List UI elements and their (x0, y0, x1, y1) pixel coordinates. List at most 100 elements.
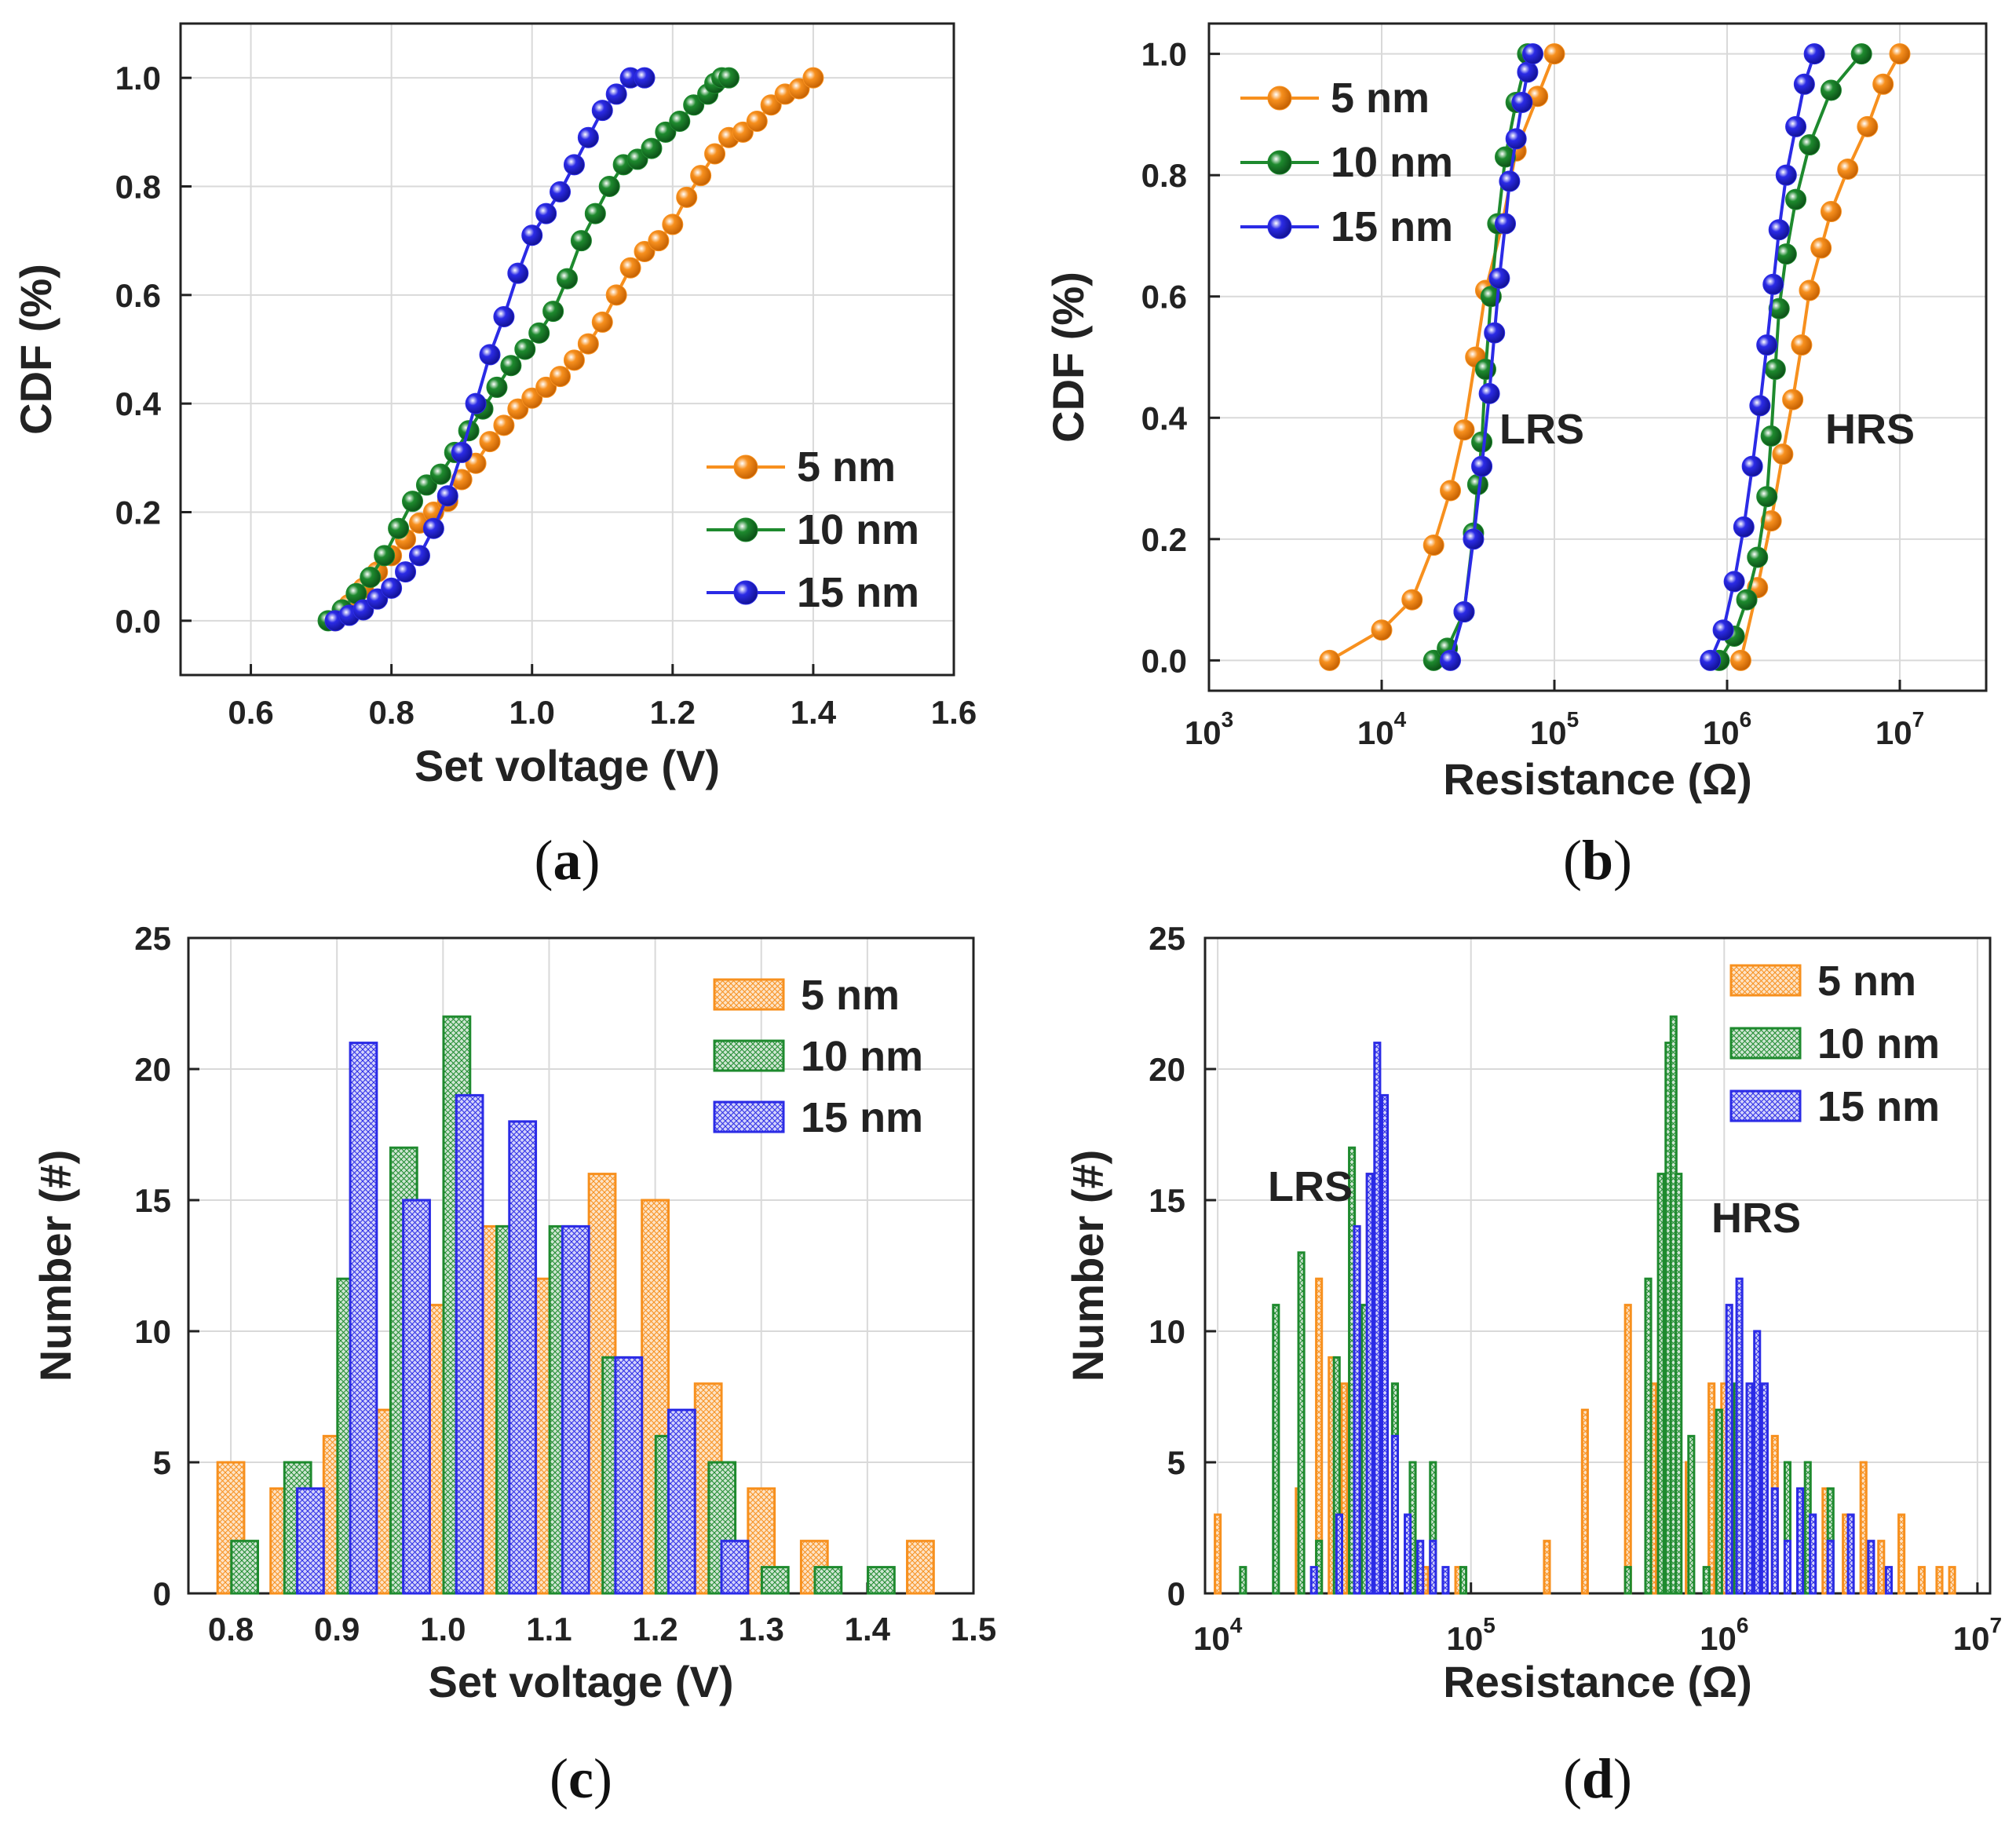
series-s5 (324, 67, 824, 632)
panel-label-open: ( (535, 829, 553, 892)
bar (1935, 1566, 1944, 1595)
annotation-hrs: HRS (1711, 1195, 1801, 1242)
data-point (1495, 146, 1517, 168)
data-point (619, 257, 641, 279)
y-tick-label: 0.4 (1141, 400, 1188, 436)
data-point (1747, 546, 1769, 568)
legend-marker (1267, 150, 1292, 175)
x-tick-label: 107 (1953, 1613, 2002, 1657)
data-point (500, 355, 522, 377)
bar (1809, 1513, 1817, 1595)
bar (1459, 1566, 1468, 1595)
panel-label-close: ) (1613, 829, 1632, 892)
x-axis-title: Resistance (Ω) (1443, 1657, 1751, 1706)
x-tick-label: 1.4 (791, 694, 837, 731)
series-s5 (1319, 43, 1911, 671)
data-point (388, 517, 410, 539)
bar (296, 1487, 325, 1595)
x-tick-exponent: 6 (1737, 1613, 1749, 1637)
y-tick-label: 5 (153, 1444, 171, 1481)
plot-frame (179, 22, 955, 677)
x-tick-exponent: 5 (1567, 707, 1580, 732)
data-point (1820, 201, 1842, 223)
data-point (1768, 297, 1790, 319)
bar (1783, 1539, 1791, 1595)
data-point (415, 474, 437, 496)
x-tick-base: 0.8 (208, 1611, 254, 1648)
bar (1309, 1566, 1318, 1595)
data-point (535, 376, 557, 398)
panel-label-close: ) (593, 1747, 612, 1810)
y-tick-label: 0 (153, 1575, 171, 1612)
annotation-lrs: LRS (1499, 406, 1584, 453)
x-tick-base: 10 (1357, 714, 1394, 751)
x-tick-label: 1.2 (650, 694, 696, 731)
y-tick-label: 0.6 (115, 277, 161, 314)
bar (1675, 1173, 1683, 1595)
x-tick-label: 104 (1193, 1613, 1243, 1657)
series-s10 (1423, 43, 1872, 671)
data-point (1799, 279, 1821, 301)
bar (1543, 1539, 1551, 1595)
x-tick-base: 1.4 (845, 1611, 891, 1648)
data-point (1471, 455, 1493, 477)
data-point (1764, 358, 1786, 380)
annotation-hrs: HRS (1825, 406, 1915, 453)
x-tick-label: 1.3 (739, 1611, 784, 1648)
data-point (605, 284, 627, 306)
x-axis-title: Resistance (Ω) (1443, 754, 1751, 804)
bar (1725, 1304, 1733, 1595)
data-point (381, 577, 403, 599)
x-tick-base: 0.8 (368, 694, 414, 731)
bar (1272, 1304, 1280, 1595)
bar (1365, 1173, 1374, 1595)
legend-label: 15 nm (797, 569, 919, 616)
data-point (1785, 188, 1807, 210)
x-tick-base: 10 (1700, 1620, 1737, 1657)
legend-label: 5 nm (801, 972, 900, 1019)
data-point (408, 545, 430, 567)
data-point (563, 154, 585, 176)
x-tick-label: 106 (1703, 707, 1751, 751)
bar (1884, 1566, 1894, 1595)
y-tick-label: 0.8 (1141, 157, 1187, 194)
panel-c: 0.8 0.9 1.0 1.1 1.2 1.3 1.4 1.5 0 5 10 15 20 25 Set vo… (31, 920, 996, 1810)
bar (1239, 1566, 1247, 1595)
legend-swatch (1729, 964, 1802, 997)
data-point (367, 588, 389, 610)
bar (1867, 1539, 1875, 1595)
data-point (507, 398, 529, 420)
data-point (493, 414, 515, 436)
legend-label: 15 nm (1331, 203, 1453, 250)
data-point (429, 463, 451, 485)
legend-marker (1267, 214, 1292, 239)
data-point (1762, 273, 1784, 295)
data-point (1756, 334, 1778, 356)
data-point (1791, 334, 1813, 356)
legend-swatch (713, 978, 785, 1011)
bar (230, 1539, 260, 1595)
data-point (374, 545, 396, 567)
data-point (570, 230, 592, 252)
bar (1644, 1277, 1653, 1595)
series-s5 (1214, 1173, 1956, 1595)
legend-marker (733, 517, 758, 542)
data-point (352, 599, 374, 621)
y-tick-label: 0.2 (1141, 521, 1187, 558)
x-tick-base: 10 (1875, 714, 1912, 751)
legend-marker (1267, 86, 1292, 111)
data-point (1499, 170, 1521, 192)
data-point (1522, 43, 1544, 65)
data-point (626, 148, 648, 170)
y-tick-label: 0.0 (115, 603, 161, 640)
data-point (732, 121, 754, 143)
data-point (605, 83, 627, 105)
bar (1340, 1382, 1349, 1595)
legend-label: 10 nm (1331, 139, 1453, 186)
bar (1735, 1277, 1744, 1595)
data-point (1700, 649, 1722, 671)
data-point (577, 126, 599, 148)
bar (349, 1042, 378, 1595)
bar (1297, 1251, 1306, 1595)
data-point (1517, 61, 1539, 83)
